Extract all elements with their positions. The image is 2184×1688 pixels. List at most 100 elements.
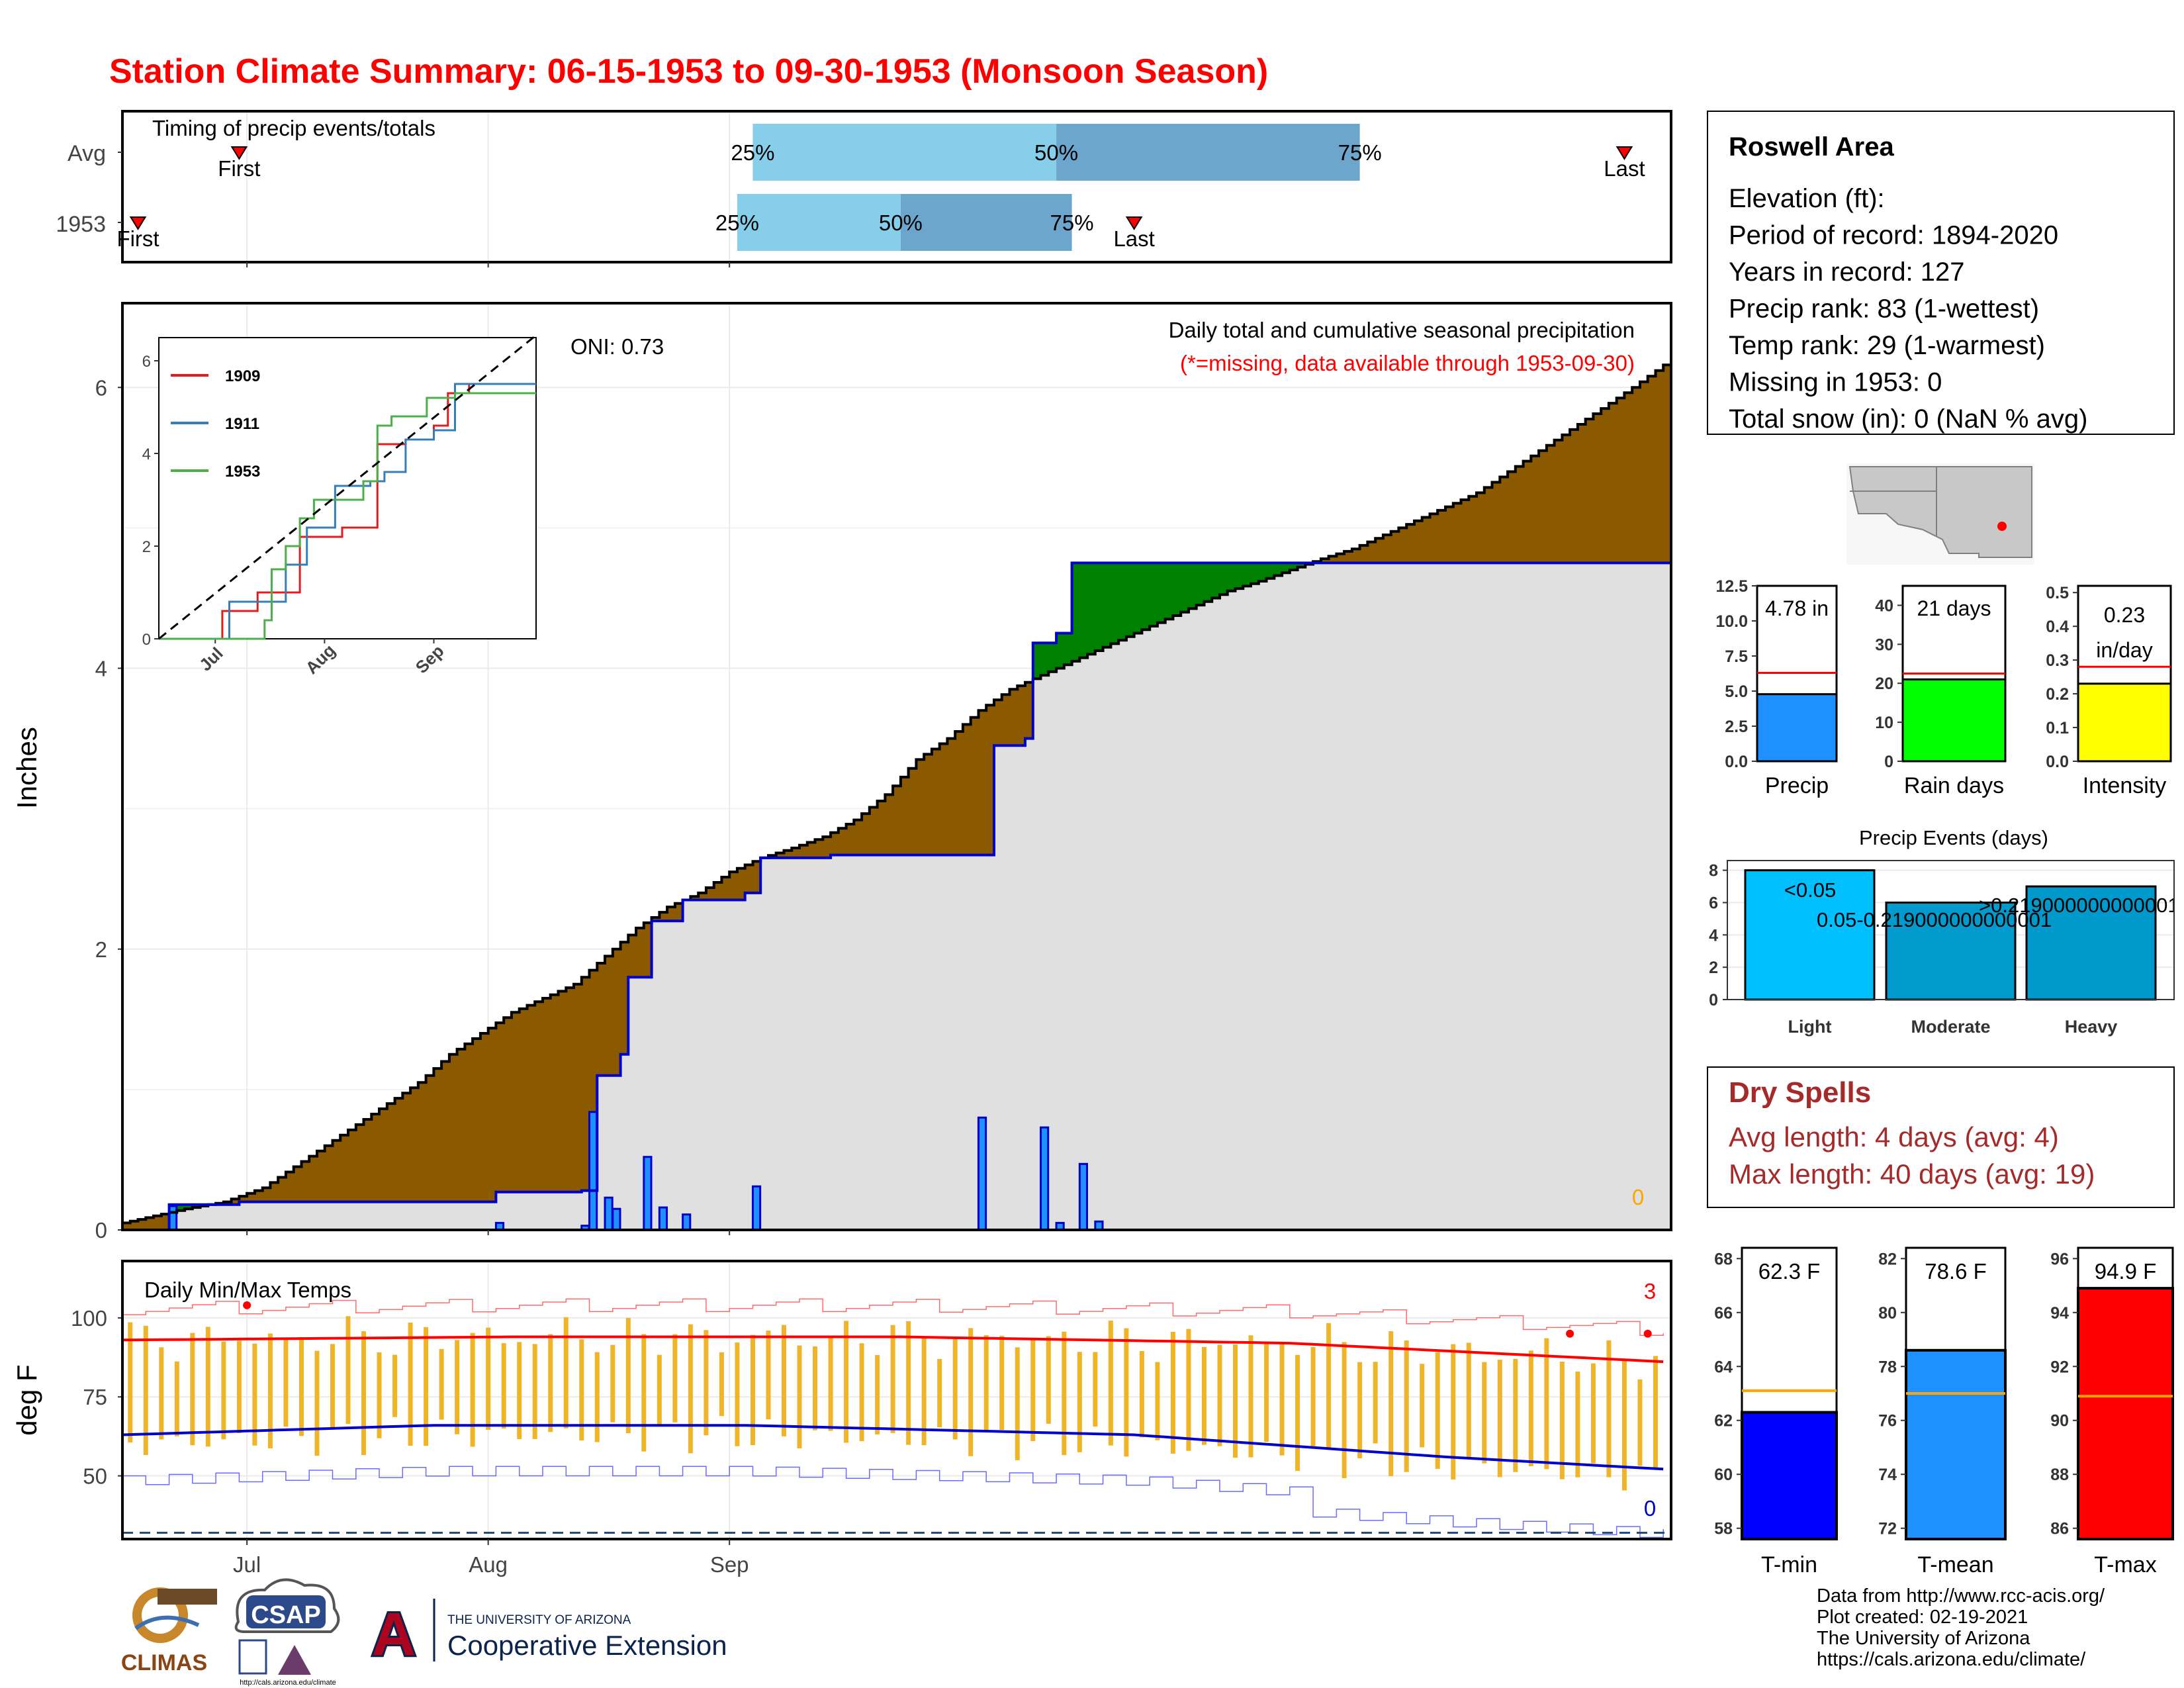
- deficit-band: [122, 1223, 131, 1230]
- temp-summary-ytick-label: 88: [2050, 1466, 2069, 1484]
- timing-first-marker: [230, 146, 248, 160]
- surplus-band: [1118, 563, 1127, 641]
- deficit-band: [519, 1008, 528, 1192]
- daily-temp-bar: [1186, 1329, 1191, 1451]
- deficit-band: [807, 842, 816, 858]
- daily-temp-bar: [1482, 1362, 1487, 1464]
- daily-temp-bar: [657, 1354, 662, 1426]
- daily-temp-bar: [486, 1327, 491, 1430]
- summary-bar-value: [1756, 693, 1838, 763]
- deficit-band: [1562, 434, 1570, 563]
- daily-temp-bar: [1404, 1340, 1409, 1472]
- summary-bar-value: [2077, 682, 2172, 763]
- inset-legend-label: 1909: [225, 367, 260, 385]
- events-ytick-label: 2: [1709, 959, 1718, 977]
- deficit-band: [931, 749, 940, 855]
- deficit-band: [846, 823, 854, 855]
- daily-temp-bar: [1575, 1372, 1580, 1477]
- temp-summary-ytick-label: 78: [1878, 1358, 1897, 1376]
- temp-summary-value-label: 78.6 F: [1925, 1259, 1987, 1284]
- daily-temp-bar: [1015, 1347, 1020, 1460]
- daily-temp-bar: [579, 1339, 584, 1441]
- observed-cumulative-fill: [122, 559, 1671, 1230]
- info-line: Total snow (in): 0 (NaN % avg): [1729, 404, 2087, 434]
- record-high-marker: [1566, 1329, 1574, 1338]
- daily-temp-bar: [408, 1322, 413, 1446]
- deficit-band: [838, 828, 847, 855]
- events-frame: [1727, 860, 2175, 1000]
- temp-summary-ytick-label: 62: [1714, 1412, 1733, 1430]
- temp-summary-value: [2077, 1287, 2174, 1540]
- surplus-band: [1157, 563, 1166, 623]
- deficit-band: [924, 754, 933, 855]
- daily-temp-bar: [159, 1347, 164, 1440]
- main-subtitle: Daily total and cumulative seasonal prec…: [1169, 318, 1635, 342]
- daily-temp-bar: [1046, 1336, 1051, 1424]
- daily-temp-bar: [813, 1346, 818, 1430]
- main-ytick-label: 0: [95, 1218, 107, 1243]
- deficit-band: [301, 1161, 310, 1202]
- daily-temp-bar: [1435, 1352, 1440, 1469]
- summary-bar-ytick-label: 0.1: [2046, 719, 2069, 737]
- daily-temp-bar: [610, 1344, 615, 1423]
- main-ytick-label: 2: [95, 937, 107, 962]
- daily-temp-bar: [1357, 1362, 1363, 1459]
- daily-temp-bar: [1170, 1331, 1175, 1454]
- daily-temp-bar: [345, 1316, 351, 1425]
- deficit-band: [869, 807, 878, 855]
- deficit-band: [1359, 545, 1369, 563]
- daily-temp-bar: [625, 1317, 631, 1434]
- deficit-band: [721, 877, 730, 900]
- deficit-band: [862, 814, 870, 855]
- temp-summary-value: [1905, 1348, 2007, 1540]
- deficit-band: [1632, 387, 1641, 563]
- daily-temp-bar: [1326, 1323, 1332, 1448]
- deficit-band: [962, 724, 972, 855]
- surplus-band: [1235, 563, 1244, 589]
- surplus-band: [1274, 563, 1283, 576]
- daily-temp-bar: [1155, 1362, 1160, 1440]
- surplus-band: [1289, 563, 1298, 571]
- ua-small-text: THE UNIVERSITY OF ARIZONA: [447, 1613, 631, 1627]
- record-high-marker: [243, 1301, 251, 1309]
- surplus-band: [1048, 643, 1057, 672]
- timing-row-1953: 1953: [56, 212, 106, 237]
- surplus-band: [1227, 563, 1236, 591]
- surplus-band: [1071, 563, 1080, 661]
- summary-bar-ytick-label: 0.2: [2046, 685, 2069, 704]
- temp-ytick-label: 50: [83, 1464, 107, 1489]
- deficit-band: [908, 768, 917, 855]
- daily-precip-bar: [658, 1206, 668, 1231]
- temp-xtick-label: Aug: [469, 1552, 508, 1577]
- deficit-band: [527, 1005, 535, 1192]
- average-max-temp-line: [122, 1335, 1664, 1364]
- deficit-band: [1655, 370, 1664, 563]
- daily-precip-bar: [751, 1185, 762, 1231]
- daily-temp-bar: [283, 1337, 289, 1427]
- climas-logo: CLIMAS: [121, 1587, 217, 1675]
- daily-temp-bar: [828, 1336, 833, 1431]
- temp-summary-value-label: 94.9 F: [2095, 1259, 2157, 1284]
- temp-summary-value: [1741, 1411, 1838, 1541]
- deficit-band: [651, 917, 660, 921]
- average-min-temp-line: [122, 1424, 1664, 1471]
- daily-temp-bar: [501, 1343, 506, 1429]
- deficit-band: [146, 1217, 154, 1230]
- main-ytick-label: 6: [95, 375, 107, 400]
- deficit-band: [231, 1199, 240, 1205]
- daily-temp-bar: [1559, 1361, 1565, 1479]
- deficit-band: [223, 1201, 232, 1205]
- daily-temp-bar: [704, 1330, 709, 1436]
- deficit-band: [1025, 682, 1034, 739]
- daily-temp-bar: [952, 1337, 958, 1440]
- daily-temp-bar: [672, 1334, 678, 1423]
- summary-bar-rain-days: 0 10 20 30 40 21 days Rain days: [1875, 585, 2007, 798]
- deficit-band: [130, 1221, 139, 1230]
- deficit-band: [239, 1196, 248, 1202]
- climas-logo-text: CLIMAS: [121, 1650, 207, 1675]
- surplus-band: [1134, 563, 1143, 633]
- deficit-band: [1351, 549, 1361, 563]
- deficit-band: [379, 1109, 388, 1202]
- daily-temp-bar: [1201, 1346, 1206, 1445]
- timing-q25-label: 25%: [731, 140, 774, 165]
